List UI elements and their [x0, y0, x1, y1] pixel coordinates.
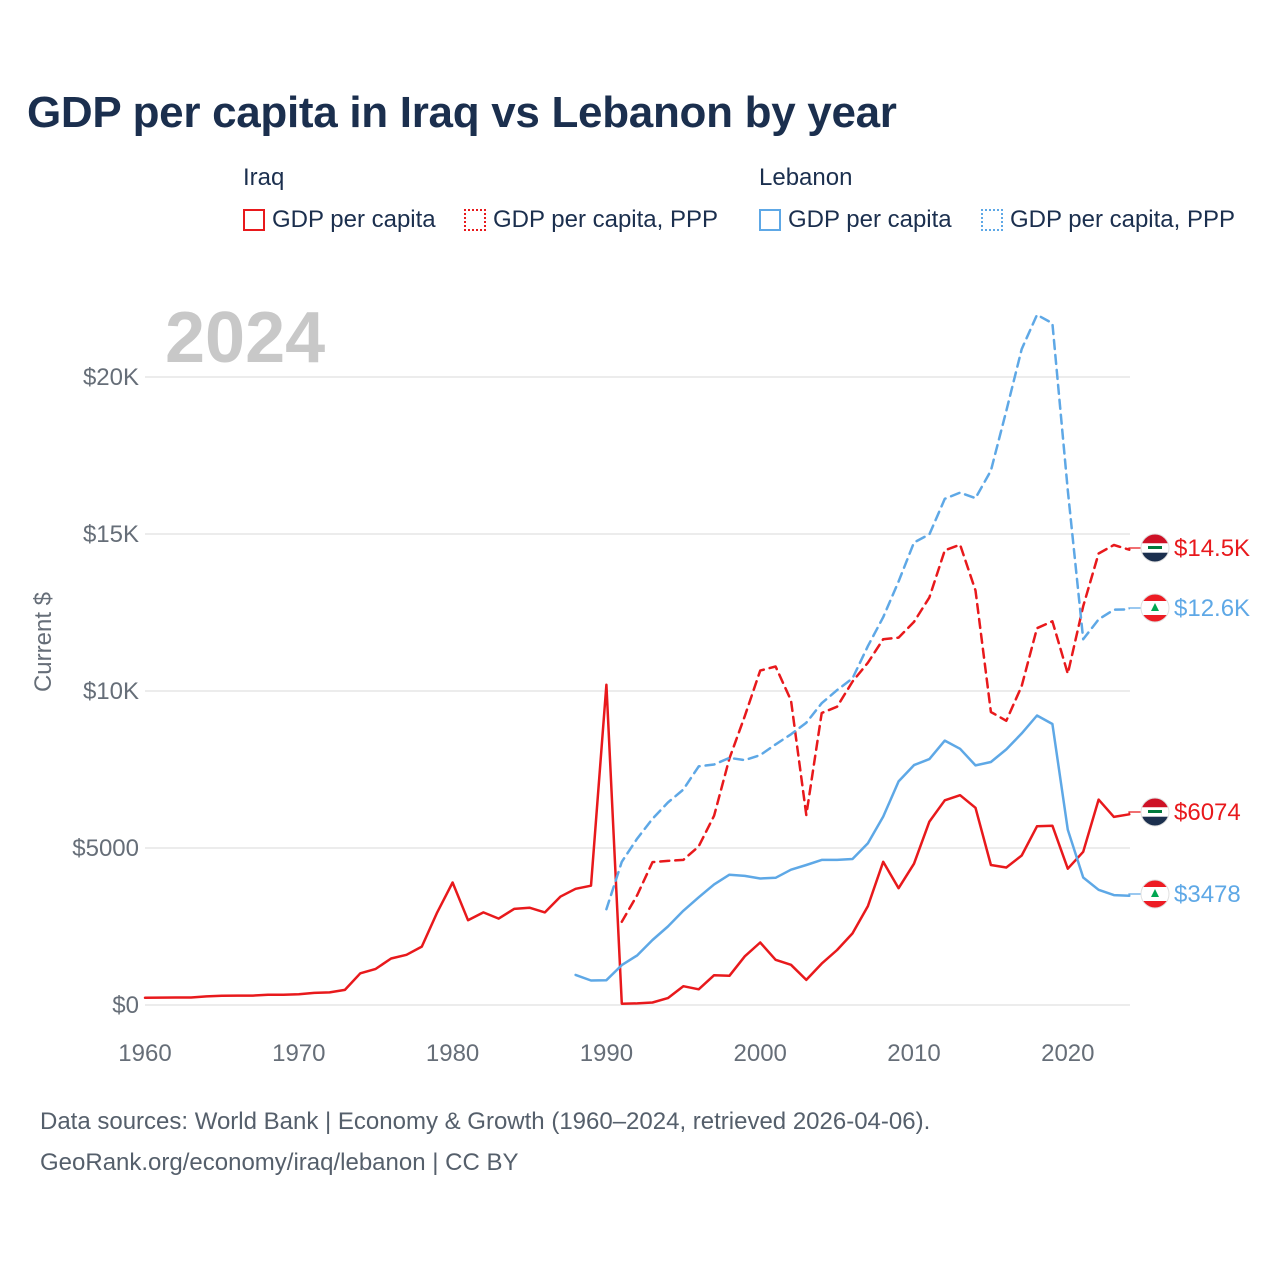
- x-tick-label: 2000: [734, 1040, 787, 1067]
- source-line-2: GeoRank.org/economy/iraq/lebanon | CC BY: [40, 1149, 519, 1176]
- y-tick-label: $20K: [83, 364, 139, 391]
- legend-swatch-iraq-gdp: [243, 209, 265, 231]
- iraq-flag-icon: [1140, 533, 1170, 563]
- legend-label-iraq-ppp: GDP per capita, PPP: [493, 206, 718, 233]
- end-connector-lebanon-gdp-per-capita: [1128, 893, 1141, 896]
- end-value-label-lebanon-gdp-per-capita: $3478: [1174, 881, 1241, 908]
- end-connector-iraq-gdp-per-capita-ppp: [1128, 547, 1141, 550]
- x-tick-label: 1970: [272, 1040, 325, 1067]
- x-tick-label: 1980: [426, 1040, 479, 1067]
- end-connector-lebanon-gdp-per-capita-ppp: [1128, 607, 1141, 610]
- x-tick-label: 1960: [118, 1040, 171, 1067]
- iraq-flag-icon: [1140, 797, 1170, 827]
- series-line-iraq-gdp-per-capita-ppp[interactable]: [620, 543, 1131, 924]
- legend-label-iraq-gdp: GDP per capita: [272, 206, 436, 233]
- legend-swatch-lebanon-gdp: [759, 209, 781, 231]
- source-line-1: Data sources: World Bank | Economy & Gro…: [40, 1108, 931, 1135]
- y-tick-label: $10K: [83, 678, 139, 705]
- y-axis-label: Current $: [30, 592, 57, 692]
- legend-group-iraq: Iraq: [243, 164, 285, 191]
- y-tick-label: $5000: [72, 835, 139, 862]
- legend-item-lebanon-ppp[interactable]: GDP per capita, PPP: [981, 206, 1235, 234]
- lebanon-flag-icon: [1140, 879, 1170, 909]
- year-watermark: 2024: [165, 298, 325, 378]
- end-value-label-iraq-gdp-per-capita: $6074: [1174, 799, 1241, 826]
- legend-label-lebanon-gdp: GDP per capita: [788, 206, 952, 233]
- x-tick-label: 2020: [1041, 1040, 1094, 1067]
- end-value-label-lebanon-gdp-per-capita-ppp: $12.6K: [1174, 595, 1250, 622]
- series-line-lebanon-gdp-per-capita[interactable]: [574, 714, 1131, 982]
- y-tick-label: $15K: [83, 521, 139, 548]
- lebanon-flag-icon: [1140, 593, 1170, 623]
- end-connector-iraq-gdp-per-capita: [1128, 811, 1141, 815]
- series-line-lebanon-gdp-per-capita-ppp[interactable]: [605, 313, 1131, 911]
- end-value-label-iraq-gdp-per-capita-ppp: $14.5K: [1174, 535, 1250, 562]
- x-tick-label: 1990: [580, 1040, 633, 1067]
- legend-item-iraq-ppp[interactable]: GDP per capita, PPP: [464, 206, 718, 234]
- legend-label-lebanon-ppp: GDP per capita, PPP: [1010, 206, 1235, 233]
- legend-item-iraq-gdp[interactable]: GDP per capita: [243, 206, 436, 234]
- legend-swatch-iraq-ppp: [464, 209, 486, 231]
- y-tick-label: $0: [112, 992, 139, 1019]
- chart-title: GDP per capita in Iraq vs Lebanon by yea…: [27, 88, 897, 137]
- legend-item-lebanon-gdp[interactable]: GDP per capita: [759, 206, 952, 234]
- legend-group-lebanon: Lebanon: [759, 164, 853, 191]
- series-line-iraq-gdp-per-capita[interactable]: [143, 683, 1131, 1005]
- legend-swatch-lebanon-ppp: [981, 209, 1003, 231]
- x-tick-label: 2010: [887, 1040, 940, 1067]
